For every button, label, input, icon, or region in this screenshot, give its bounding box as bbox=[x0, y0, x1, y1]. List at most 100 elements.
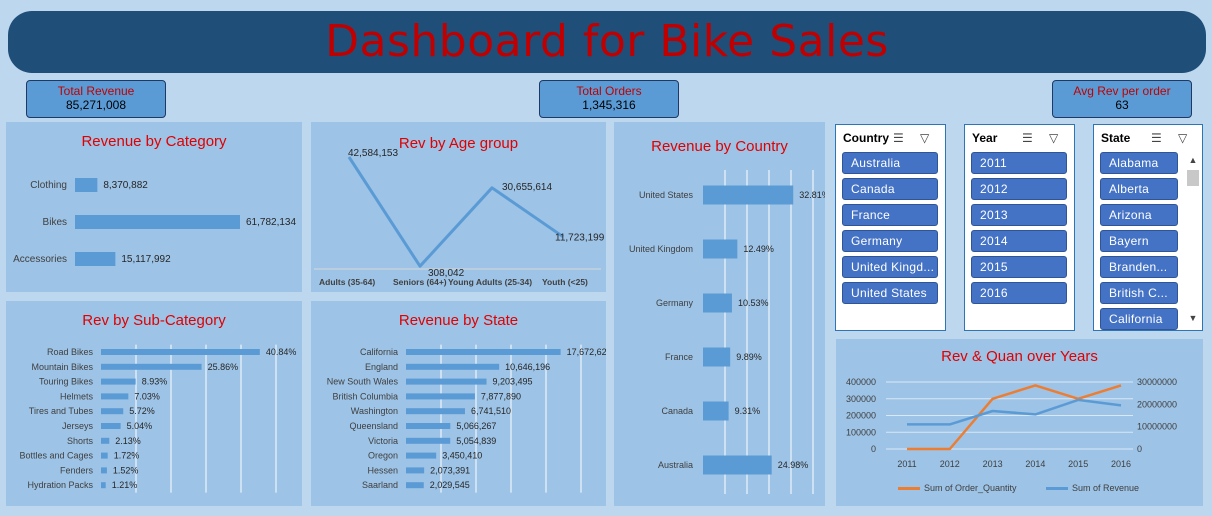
bar bbox=[703, 401, 729, 421]
slicer-scrollbar[interactable]: ▲ ▼ bbox=[1186, 153, 1200, 325]
slicer-item[interactable]: Australia bbox=[842, 152, 938, 174]
chart-title: Rev by Age group bbox=[398, 135, 519, 152]
clear-filter-icon[interactable]: ▽ bbox=[920, 131, 930, 145]
data-label: 9.31% bbox=[735, 406, 761, 416]
slicer-item[interactable]: Bayern bbox=[1100, 230, 1178, 252]
kpi-total-revenue: Total Revenue 85,271,008 bbox=[26, 80, 166, 118]
data-label: 3,450,410 bbox=[442, 451, 482, 461]
bar bbox=[101, 378, 136, 385]
slicer-year[interactable]: Year ☰ ▽ 2011 2012 2013 2014 2015 2016 bbox=[964, 124, 1075, 331]
slicer-item[interactable]: Canada bbox=[842, 178, 938, 200]
series-line-quantity bbox=[907, 384, 1122, 451]
slicer-item[interactable]: 2012 bbox=[971, 178, 1067, 200]
bar bbox=[406, 423, 451, 429]
kpi-label: Total Orders bbox=[576, 84, 642, 98]
tick-label: Seniors (64+) bbox=[393, 277, 447, 287]
slicer-item[interactable]: Germany bbox=[842, 230, 938, 252]
kpi-avg-rev-per-order: Avg Rev per order 63 bbox=[1052, 80, 1192, 118]
scroll-up-icon[interactable]: ▲ bbox=[1188, 155, 1198, 165]
chart-canvas: Road Bikes 40.84% Mountain Bikes 25.86% Tour… bbox=[19, 344, 296, 493]
data-label: 1.72% bbox=[114, 451, 140, 461]
data-label: 17,672,620 bbox=[567, 347, 606, 357]
bar bbox=[406, 393, 475, 400]
slicer-item[interactable]: 2016 bbox=[971, 282, 1067, 304]
bar bbox=[75, 252, 116, 266]
bar bbox=[406, 363, 500, 370]
slicer-country[interactable]: Country ☰ ▽ Australia Canada France Germany… bbox=[835, 124, 946, 331]
clear-filter-icon[interactable]: ▽ bbox=[1178, 131, 1188, 145]
data-label: 2.13% bbox=[115, 436, 141, 446]
slicer-item[interactable]: Branden... bbox=[1100, 256, 1178, 278]
data-label: 10.53% bbox=[738, 298, 769, 308]
x-tick-label: 2011 bbox=[897, 459, 916, 469]
tick-label: Adults (35-64) bbox=[319, 277, 375, 287]
data-label: 8.93% bbox=[142, 377, 168, 387]
multi-select-icon[interactable]: ☰ bbox=[1022, 131, 1033, 145]
slicer-item[interactable]: British C... bbox=[1100, 282, 1178, 304]
tick-label: Jerseys bbox=[62, 421, 94, 431]
clear-filter-icon[interactable]: ▽ bbox=[1049, 131, 1059, 145]
slicer-item[interactable]: Alberta bbox=[1100, 178, 1178, 200]
slicer-item[interactable]: 2015 bbox=[971, 256, 1067, 278]
slicer-item[interactable]: 2011 bbox=[971, 152, 1067, 174]
slicer-item[interactable]: France bbox=[842, 204, 938, 226]
tick-label: Helmets bbox=[60, 391, 94, 401]
tick-label: Hydration Packs bbox=[27, 480, 93, 490]
tick-label: California bbox=[360, 347, 398, 357]
tick-label: England bbox=[365, 362, 398, 372]
bar bbox=[406, 378, 487, 385]
slicer-item[interactable]: 2013 bbox=[971, 204, 1067, 226]
data-label: 308,042 bbox=[428, 268, 465, 279]
bar bbox=[101, 452, 108, 459]
slicer-item[interactable]: United Kingd... bbox=[842, 256, 938, 278]
x-tick-label: 2014 bbox=[1025, 459, 1045, 469]
data-label: 32.81% bbox=[799, 190, 825, 200]
chart-canvas: 400000 300000 200000 100000 0 30000000 2000000… bbox=[846, 377, 1177, 469]
tick-label: Canada bbox=[661, 406, 693, 416]
multi-select-icon[interactable]: ☰ bbox=[1151, 131, 1162, 145]
kpi-label: Total Revenue bbox=[57, 84, 135, 98]
tick-label: Bottles and Cages bbox=[19, 451, 93, 461]
bar bbox=[703, 239, 738, 259]
data-label: 9.89% bbox=[736, 352, 762, 362]
tick-label: Youth (<25) bbox=[542, 277, 588, 287]
chart-revenue-by-category: Revenue by Category Clothing 8,370,882 Bik… bbox=[6, 122, 302, 292]
bar bbox=[101, 482, 106, 489]
legend-label: Sum of Revenue bbox=[1072, 483, 1140, 493]
y-left-tick-label: 300000 bbox=[846, 394, 876, 404]
legend-swatch bbox=[1046, 487, 1068, 491]
y-right-tick-label: 30000000 bbox=[1137, 377, 1177, 387]
scroll-down-icon[interactable]: ▼ bbox=[1188, 313, 1198, 323]
y-left-tick-label: 200000 bbox=[846, 411, 876, 421]
tick-label: Road Bikes bbox=[47, 347, 94, 357]
bar bbox=[75, 215, 240, 229]
bar bbox=[101, 423, 121, 429]
y-right-tick-label: 0 bbox=[1137, 444, 1142, 454]
tick-label: Fenders bbox=[60, 465, 94, 475]
bar bbox=[406, 408, 465, 415]
bar bbox=[101, 393, 129, 400]
tick-label: Queensland bbox=[349, 421, 398, 431]
slicer-item[interactable]: Arizona bbox=[1100, 204, 1178, 226]
data-label: 42,584,153 bbox=[348, 148, 398, 159]
kpi-label: Avg Rev per order bbox=[1073, 84, 1171, 98]
data-label: 5.04% bbox=[127, 421, 153, 431]
data-label: 1.52% bbox=[113, 465, 139, 475]
slicer-item[interactable]: California bbox=[1100, 308, 1178, 330]
slicer-item[interactable]: United States bbox=[842, 282, 938, 304]
kpi-value: 63 bbox=[1115, 98, 1129, 112]
bar bbox=[703, 347, 731, 367]
data-label: 7.03% bbox=[134, 391, 160, 401]
y-left-tick-label: 0 bbox=[871, 444, 876, 454]
bar bbox=[406, 349, 561, 355]
scroll-thumb[interactable] bbox=[1187, 170, 1199, 186]
bar bbox=[101, 408, 124, 415]
tick-label: Accessories bbox=[13, 254, 67, 265]
tick-label: Hessen bbox=[367, 465, 398, 475]
slicer-item[interactable]: 2014 bbox=[971, 230, 1067, 252]
slicer-state[interactable]: State ☰ ▽ ▲ ▼ Alabama Alberta Arizona Bayer… bbox=[1093, 124, 1203, 331]
slicer-item[interactable]: Alabama bbox=[1100, 152, 1178, 174]
multi-select-icon[interactable]: ☰ bbox=[893, 131, 904, 145]
tick-label: Australia bbox=[658, 460, 693, 470]
dashboard-title: Dashboard for Bike Sales bbox=[325, 16, 889, 67]
